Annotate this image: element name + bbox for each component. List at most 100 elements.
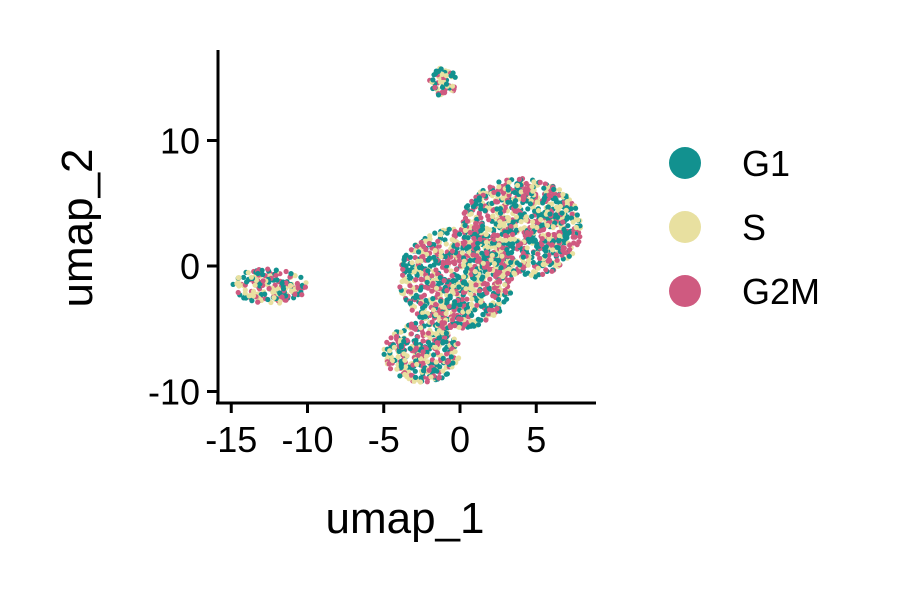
point-g1	[397, 373, 403, 379]
point-g2m	[491, 189, 497, 195]
point-g2m	[445, 358, 451, 364]
point-g1	[472, 307, 478, 313]
point-g2m	[520, 265, 526, 271]
point-g2m	[440, 261, 446, 267]
point-g2m	[418, 239, 424, 246]
point-g1	[509, 249, 515, 256]
point-s	[525, 262, 531, 268]
point-g2m	[520, 250, 526, 256]
point-s	[433, 285, 440, 291]
point-s	[433, 359, 439, 365]
point-g2m	[491, 232, 497, 238]
point-g2m	[409, 307, 415, 313]
point-s	[467, 285, 473, 291]
point-g1	[562, 233, 568, 239]
point-g2m	[495, 199, 501, 205]
point-s	[505, 214, 511, 220]
point-g2m	[456, 258, 462, 264]
point-g1	[520, 254, 526, 260]
point-g1	[413, 320, 419, 326]
point-g2m	[460, 240, 467, 246]
point-s	[234, 281, 240, 287]
point-s	[432, 247, 438, 254]
point-g1	[407, 346, 413, 352]
point-g2m	[279, 294, 285, 300]
point-g2m	[423, 345, 429, 352]
point-g2m	[491, 285, 497, 291]
point-g2m	[539, 236, 545, 242]
point-g2m	[412, 255, 418, 261]
point-g2m	[462, 209, 468, 215]
point-g1	[481, 302, 487, 308]
point-g2m	[567, 242, 573, 248]
point-g1	[527, 201, 534, 207]
point-g1	[298, 274, 304, 280]
point-g2m	[436, 375, 442, 381]
point-s	[570, 219, 576, 225]
point-g2m	[522, 188, 529, 194]
point-g1	[436, 335, 442, 341]
point-s	[433, 331, 439, 337]
point-g1	[512, 198, 519, 204]
point-g1	[273, 267, 279, 273]
point-g2m	[543, 267, 549, 273]
point-g1	[452, 299, 458, 305]
point-g1	[472, 231, 478, 237]
point-g2m	[387, 366, 394, 372]
point-g1	[478, 228, 484, 234]
point-g2m	[420, 338, 426, 344]
point-g2m	[494, 305, 500, 312]
point-g2m	[450, 317, 456, 323]
point-g2m	[518, 241, 524, 247]
point-s	[440, 330, 446, 336]
point-g2m	[486, 217, 492, 223]
point-g1	[413, 374, 419, 380]
point-g2m	[433, 301, 439, 308]
point-g2m	[260, 278, 266, 284]
point-g1	[440, 355, 446, 361]
point-g1	[438, 298, 444, 304]
point-s	[488, 257, 494, 263]
point-s	[556, 233, 563, 239]
point-g1	[512, 189, 518, 196]
point-g2m	[476, 288, 482, 294]
point-s	[432, 344, 439, 350]
point-g1	[431, 352, 437, 358]
point-g1	[532, 237, 538, 243]
point-s	[575, 217, 581, 223]
point-g2m	[408, 372, 414, 378]
point-g1	[555, 214, 561, 220]
point-s	[511, 270, 517, 276]
point-g1	[277, 290, 283, 296]
point-g2m	[542, 181, 548, 187]
point-s	[271, 295, 277, 301]
point-s	[438, 254, 444, 260]
point-g1	[475, 322, 482, 328]
point-g1	[416, 249, 422, 255]
point-s	[513, 223, 519, 229]
point-g2m	[413, 345, 419, 351]
point-g1	[437, 275, 443, 281]
point-g1	[574, 212, 580, 218]
point-g2m	[453, 266, 459, 273]
point-s	[529, 223, 536, 229]
point-g1	[443, 330, 449, 336]
point-g1	[436, 281, 442, 287]
point-g2m	[413, 277, 419, 283]
point-g1	[452, 74, 458, 80]
point-s	[535, 208, 542, 214]
point-g2m	[477, 236, 483, 242]
point-g2m	[456, 316, 462, 322]
point-s	[518, 226, 524, 232]
point-s	[496, 242, 502, 248]
point-g1	[474, 216, 480, 222]
point-g1	[473, 245, 479, 251]
point-g1	[422, 314, 428, 320]
point-s	[534, 224, 540, 231]
point-g2m	[302, 284, 308, 290]
point-s	[409, 260, 415, 266]
point-s	[403, 364, 409, 370]
point-g2m	[467, 229, 473, 236]
point-g1	[486, 285, 492, 291]
point-s	[503, 237, 509, 243]
